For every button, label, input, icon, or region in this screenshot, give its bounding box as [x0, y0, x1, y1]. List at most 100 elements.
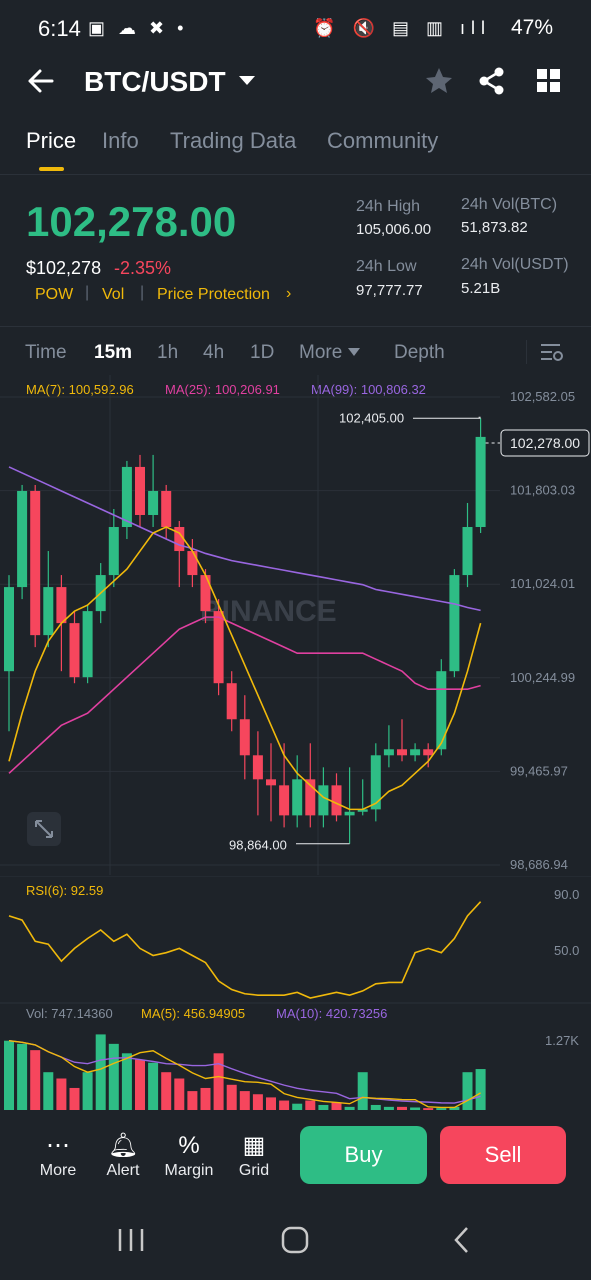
volume-bar: [56, 1078, 67, 1110]
candlestick-chart[interactable]: BINANCE102,582.05101,803.03101,024.01100…: [0, 375, 591, 875]
candle-body: [436, 671, 447, 750]
candle-body: [187, 551, 198, 576]
tab-price[interactable]: Price: [26, 128, 77, 153]
rsi-line: [8, 901, 482, 999]
chart-settings-icon[interactable]: [540, 342, 564, 362]
volume-bar: [174, 1078, 185, 1110]
candle-body: [69, 623, 80, 678]
candle-body: [331, 785, 342, 816]
candle-body: [213, 611, 224, 684]
more-chevron-down-icon[interactable]: [348, 348, 360, 357]
price-tick-label: 100,244.99: [510, 670, 575, 685]
interval-15m[interactable]: 15m: [94, 342, 133, 363]
volume-bar: [279, 1100, 290, 1110]
system-icons: ⏰ 🔇 ▤ ▥ ıll: [313, 18, 491, 38]
status-bar: 6:14 ▣ ☁ ✖ • ⏰ 🔇 ▤ ▥ ıll 47%: [0, 0, 591, 56]
volume-bar: [436, 1108, 447, 1110]
alert-label: Alert: [106, 1162, 140, 1179]
vol-tick-label: 1.27K: [545, 1033, 579, 1048]
volume-bar: [410, 1107, 421, 1110]
sell-button[interactable]: Sell: [440, 1126, 566, 1184]
candle-body: [292, 779, 303, 816]
system-nav-bar: [0, 1200, 591, 1280]
favorite-star-icon[interactable]: [424, 66, 454, 96]
candle-body: [30, 490, 41, 636]
grid-button[interactable]: ▦ Grid: [219, 1130, 289, 1180]
price-change: -2.35%: [114, 258, 172, 278]
volume-bar: [357, 1072, 368, 1110]
pair-title[interactable]: BTC/USDT: [84, 66, 226, 97]
grid-menu-icon[interactable]: [536, 68, 562, 94]
volume-bar: [30, 1050, 41, 1110]
share-icon[interactable]: [478, 66, 506, 96]
home-icon[interactable]: [281, 1226, 309, 1254]
volume-bar: [318, 1104, 329, 1110]
volume-bar: [462, 1072, 473, 1110]
volume-bar: [305, 1100, 316, 1110]
candle-body: [17, 490, 28, 588]
volume-bar: [292, 1103, 303, 1110]
interval-time[interactable]: Time: [25, 342, 67, 363]
volume-bar: [135, 1059, 145, 1110]
tab-info[interactable]: Info: [102, 128, 139, 153]
price-tick-label: 99,465.97: [510, 763, 568, 778]
vol-ma10-label: MA(10): 420.73256: [276, 1006, 387, 1021]
chevron-down-icon[interactable]: [238, 74, 256, 88]
ma7-legend: MA(7): 100,592.96: [26, 382, 134, 397]
tab-community[interactable]: Community: [327, 128, 439, 153]
vol-ma5-label: MA(5): 456.94905: [141, 1006, 245, 1021]
buy-button[interactable]: Buy: [300, 1126, 427, 1184]
margin-button[interactable]: % Margin: [154, 1130, 224, 1180]
stat-high-label: 24h High: [356, 198, 421, 215]
chevron-right-icon[interactable]: ›: [286, 285, 292, 302]
interval-1h[interactable]: 1h: [157, 342, 179, 363]
tab-trading-data[interactable]: Trading Data: [170, 128, 297, 153]
candle-body: [239, 719, 250, 756]
stat-vol-btc-label: 24h Vol(BTC): [461, 196, 558, 213]
tag-vol[interactable]: Vol: [102, 286, 125, 303]
alert-button[interactable]: 🔔︎ Alert: [88, 1130, 158, 1180]
interval-4h[interactable]: 4h: [203, 342, 225, 363]
recent-apps-icon[interactable]: [117, 1227, 145, 1253]
candle-body: [226, 683, 237, 720]
candle-body: [56, 587, 67, 624]
candle-body: [174, 527, 185, 552]
candle-body: [397, 749, 407, 756]
ma99-legend: MA(99): 100,806.32: [311, 382, 426, 397]
tag-price-protection[interactable]: Price Protection: [157, 286, 270, 303]
more-button[interactable]: ⋯ More: [23, 1130, 93, 1180]
interval-more[interactable]: More: [299, 342, 343, 363]
candle-body: [475, 436, 486, 528]
candle-body: [43, 587, 54, 636]
rsi-tick-90: 90.0: [554, 887, 579, 902]
volume-bar: [331, 1102, 342, 1110]
more-label: More: [39, 1162, 77, 1179]
interval-1d[interactable]: 1D: [250, 342, 275, 363]
back-nav-icon[interactable]: [452, 1226, 472, 1254]
volume-bar: [69, 1087, 80, 1110]
back-arrow-icon[interactable]: [26, 66, 56, 96]
candle-body: [135, 466, 145, 515]
candle-body: [318, 785, 329, 816]
price-divider: [0, 326, 591, 327]
volume-bar: [108, 1043, 119, 1110]
volume-bar: [266, 1097, 276, 1110]
volume-bar: [161, 1072, 172, 1110]
margin-label: Margin: [164, 1162, 214, 1179]
candle-body: [161, 490, 172, 528]
candle-body: [370, 755, 381, 810]
volume-bar: [370, 1104, 381, 1110]
stat-low-label: 24h Low: [356, 258, 417, 275]
volume-bar: [449, 1106, 460, 1110]
volume-bar: [226, 1084, 237, 1110]
volume-bar: [397, 1106, 407, 1110]
interval-depth[interactable]: Depth: [394, 342, 445, 363]
price-usd: $102,278: [26, 258, 102, 278]
tag-pow[interactable]: POW: [35, 286, 74, 303]
volume-bar: [475, 1069, 486, 1110]
ma7-line: [8, 526, 482, 811]
volume-bar: [423, 1108, 434, 1110]
candle-body: [344, 811, 355, 816]
vol-ma5-line: [8, 1040, 481, 1109]
current-price-box: [500, 429, 590, 457]
